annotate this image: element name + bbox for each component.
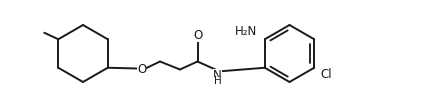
Text: H: H: [214, 77, 221, 86]
Text: H₂N: H₂N: [235, 25, 257, 38]
Text: N: N: [213, 69, 222, 82]
Text: O: O: [137, 63, 146, 76]
Text: O: O: [193, 30, 202, 42]
Text: Cl: Cl: [320, 68, 332, 81]
